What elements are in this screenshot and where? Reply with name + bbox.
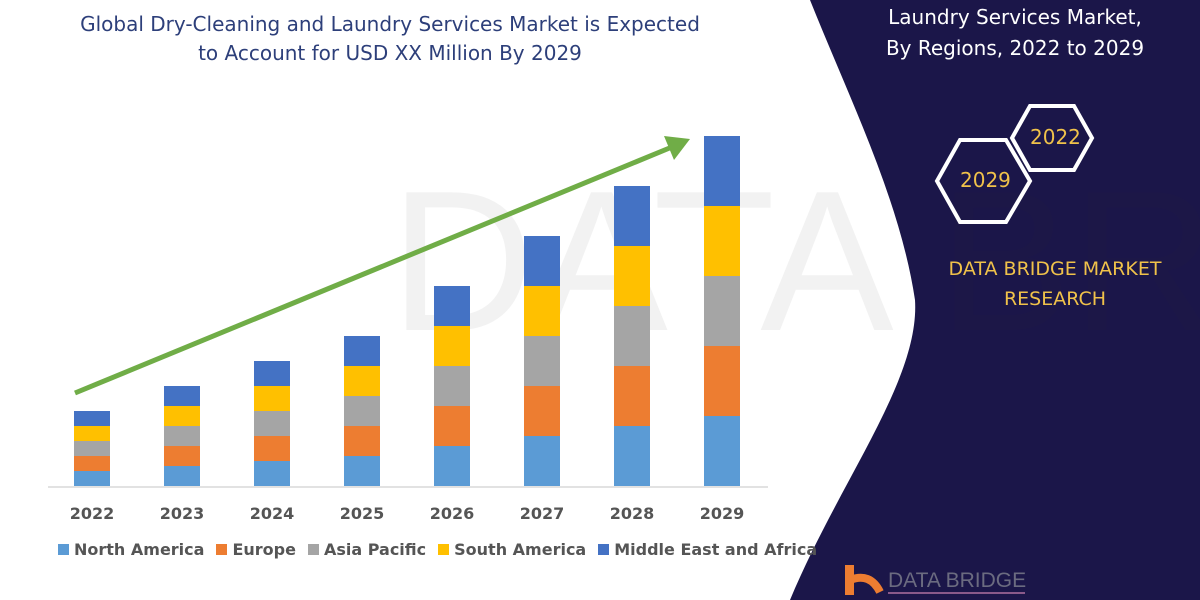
bar-segment — [254, 411, 290, 436]
legend-label: Europe — [232, 540, 296, 559]
bar-segment — [74, 411, 110, 426]
x-tick-label: 2023 — [160, 504, 205, 523]
x-tick-label: 2026 — [430, 504, 475, 523]
legend-label: Asia Pacific — [323, 540, 427, 559]
x-tick-label: 2025 — [340, 504, 385, 523]
chart-title: Global Dry-Cleaning and Laundry Services… — [40, 10, 740, 68]
bar-segment — [434, 326, 470, 366]
bar-segment — [524, 286, 560, 336]
brand-text: DATA BRIDGE MARKET RESEARCH — [915, 254, 1195, 314]
bar-segment — [434, 286, 470, 326]
logo-icon — [845, 565, 1025, 595]
title-line-2: to Account for USD XX Million By 2029 — [198, 41, 582, 65]
bar-segment — [254, 436, 290, 461]
bar-segment — [164, 426, 200, 446]
legend-item: Middle East and Africa — [598, 540, 817, 559]
bar-segment — [434, 406, 470, 446]
side-title: Laundry Services Market, By Regions, 202… — [850, 2, 1180, 64]
bar-segment — [344, 456, 380, 486]
legend-item: Asia Pacific — [307, 540, 427, 559]
legend-item: South America — [438, 540, 586, 559]
bar-segment — [704, 346, 740, 416]
bar-segment — [614, 426, 650, 486]
trend-arrow — [74, 144, 673, 396]
bar-segment — [614, 246, 650, 306]
bar-segment — [344, 366, 380, 396]
bar-segment — [704, 136, 740, 206]
brand-line-1: DATA BRIDGE MARKET — [948, 258, 1162, 280]
legend-swatch — [58, 544, 69, 555]
bar-segment — [704, 206, 740, 276]
bar-segment — [704, 416, 740, 486]
bar-segment — [524, 236, 560, 286]
bar-segment — [344, 396, 380, 426]
side-panel-background — [790, 0, 1200, 600]
bar-segment — [164, 466, 200, 486]
bar-segment — [74, 456, 110, 471]
bar-segment — [74, 441, 110, 456]
legend-swatch — [216, 544, 228, 555]
side-title-line-2: By Regions, 2022 to 2029 — [885, 36, 1145, 60]
x-tick-label: 2022 — [70, 504, 115, 523]
legend-label: Middle East and Africa — [614, 540, 818, 559]
bar-segment — [434, 366, 470, 406]
legend-item: Europe — [216, 540, 296, 559]
bar-segment — [614, 306, 650, 366]
x-tick-label: 2029 — [700, 504, 745, 523]
legend-label: South America — [454, 540, 587, 559]
legend-swatch — [307, 544, 319, 555]
bar-segment — [74, 471, 110, 486]
legend-swatch — [598, 544, 610, 555]
bar-segment — [164, 386, 200, 406]
trend-arrowhead — [664, 136, 690, 160]
bar-segment — [254, 361, 290, 386]
bar-segment — [164, 406, 200, 426]
bar-segment — [164, 446, 200, 466]
legend-swatch — [438, 544, 450, 555]
bar-segment — [614, 366, 650, 426]
bar-segment — [704, 276, 740, 346]
bar-segment — [74, 426, 110, 441]
x-tick-label: 2024 — [250, 504, 295, 523]
title-line-1: Global Dry-Cleaning and Laundry Services… — [80, 12, 700, 36]
bar-segment — [254, 461, 290, 486]
logo-text: DATA BRIDGE — [888, 569, 1027, 592]
legend: North America Europe Asia Pacific South Ame… — [58, 540, 817, 559]
side-title-line-1: Laundry Services Market, — [888, 5, 1142, 29]
brand-line-2: RESEARCH — [1003, 288, 1107, 310]
bar-segment — [344, 336, 380, 366]
hex-label-2029: 2029 — [960, 168, 1011, 192]
bar-segment — [524, 386, 560, 436]
legend-label: North America — [74, 540, 205, 559]
bar-segment — [434, 446, 470, 486]
legend-item: North America — [58, 540, 204, 559]
hex-label-2022: 2022 — [1030, 125, 1081, 149]
hex-2029 — [934, 138, 1033, 224]
bar-segment — [254, 386, 290, 411]
bar-segment — [524, 436, 560, 486]
bar-segment — [614, 186, 650, 246]
x-tick-label: 2028 — [610, 504, 655, 523]
hex-2022 — [1009, 104, 1095, 172]
bar-segment — [524, 336, 560, 386]
bar-segment — [344, 426, 380, 456]
x-tick-label: 2027 — [520, 504, 565, 523]
